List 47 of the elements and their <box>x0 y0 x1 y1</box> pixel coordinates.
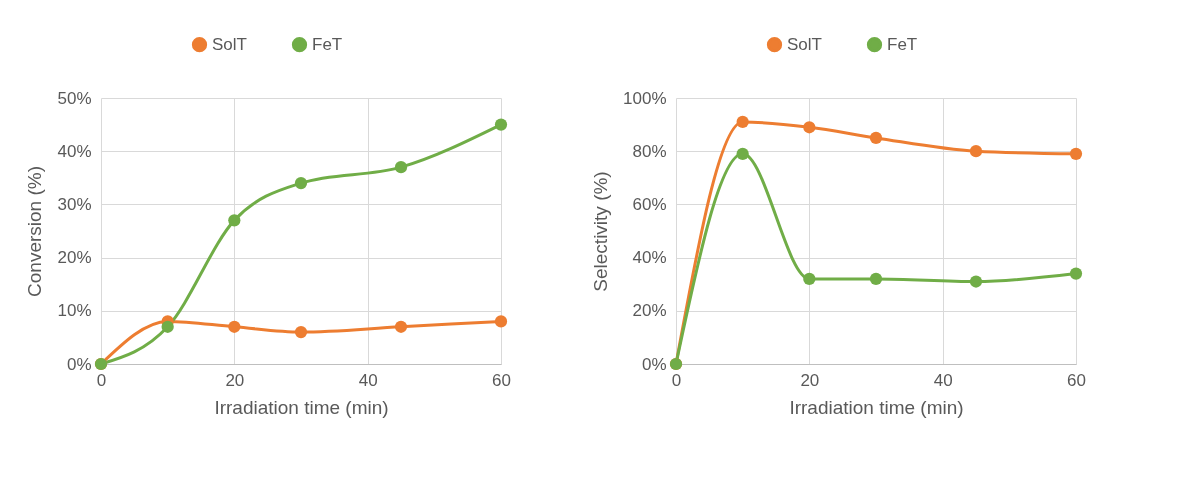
x-tick-label: 20 <box>225 370 245 390</box>
y-axis-title: Selectivity (%) <box>590 171 612 292</box>
point <box>969 275 983 288</box>
point <box>394 320 408 333</box>
legend-label: FeT <box>312 34 343 54</box>
y-tick-label: 50% <box>57 88 92 108</box>
point <box>294 325 308 339</box>
point <box>803 272 816 285</box>
point <box>294 177 308 190</box>
x-tick-label: 60 <box>492 370 511 390</box>
y-tick-label: 30% <box>57 194 92 214</box>
y-tick-label: 20% <box>632 301 667 321</box>
point <box>736 147 749 160</box>
point <box>494 118 508 131</box>
y-tick-label: 0% <box>66 354 92 374</box>
x-tick-label: 40 <box>933 370 953 390</box>
y-tick-label: 60% <box>632 194 667 214</box>
legend-label: SolT <box>212 34 247 54</box>
x-axis-title: Irradiation time (min) <box>214 396 389 418</box>
y-tick-label: 0% <box>641 354 667 374</box>
point <box>228 214 241 227</box>
x-tick-label: 60 <box>1067 370 1086 390</box>
point <box>494 315 508 328</box>
x-axis-title: Irradiation time (min) <box>789 396 964 418</box>
y-axis-title: Conversion (%) <box>24 166 46 297</box>
point <box>1069 147 1083 160</box>
point <box>736 115 749 129</box>
y-tick-label: 80% <box>632 141 667 161</box>
point <box>869 272 883 285</box>
point <box>869 131 883 145</box>
point <box>161 320 174 333</box>
point <box>228 320 241 333</box>
x-tick-label: 0 <box>671 370 682 390</box>
point <box>969 145 983 158</box>
y-tick-label: 10% <box>57 301 92 321</box>
x-tick-label: 20 <box>800 370 820 390</box>
y-tick-label: 100% <box>623 88 667 108</box>
point <box>1069 267 1083 280</box>
x-tick-label: 40 <box>358 370 378 390</box>
y-tick-label: 20% <box>57 248 92 268</box>
legend-label: SolT <box>787 34 822 54</box>
point <box>394 161 408 174</box>
x-tick-label: 0 <box>96 370 107 390</box>
legend-label: FeT <box>887 34 918 54</box>
point <box>803 121 816 134</box>
y-tick-label: 40% <box>57 141 92 161</box>
y-tick-label: 40% <box>632 248 667 268</box>
